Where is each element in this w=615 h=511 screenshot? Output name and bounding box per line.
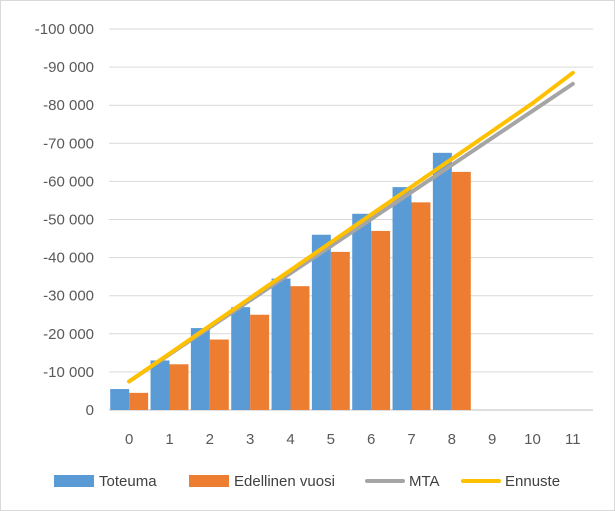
bar-toteuma (271, 278, 291, 410)
bar-toteuma (190, 328, 210, 410)
y-axis-tick-labels: 0 -10 000 -20 000 -30 000 -40 000 -50 000 -60 … (35, 21, 94, 419)
bar-toteuma (352, 213, 372, 410)
bar-edellinen-vuosi (250, 314, 270, 410)
line-ennuste (127, 70, 575, 384)
legend-label-toteuma: Toteuma (99, 473, 157, 490)
x-tick-label: 7 (407, 431, 415, 448)
bar-toteuma (110, 389, 130, 410)
x-tick-label: 10 (524, 431, 541, 448)
legend: Toteuma Edellinen vuosi MTA Ennuste (54, 473, 560, 490)
x-tick-label: 8 (448, 431, 456, 448)
bar-edellinen-vuosi (411, 202, 431, 410)
bar-toteuma (231, 307, 251, 410)
legend-swatch-edellinen-vuosi (189, 475, 229, 487)
bar-edellinen-vuosi (129, 392, 149, 410)
y-tick-label: -30 000 (43, 288, 94, 305)
x-tick-label: 1 (165, 431, 173, 448)
legend-label-edellinen-vuosi: Edellinen vuosi (234, 473, 335, 490)
y-tick-label: 0 (86, 402, 94, 419)
y-tick-label: -70 000 (43, 135, 94, 152)
x-tick-label: 3 (246, 431, 254, 448)
bar-edellinen-vuosi (169, 364, 189, 410)
bar-toteuma (150, 360, 170, 410)
x-tick-label: 11 (565, 431, 581, 448)
x-tick-label: 9 (488, 431, 496, 448)
x-axis-tick-labels: 0 1 2 3 4 5 6 7 8 9 10 11 (125, 431, 581, 448)
x-tick-label: 0 (125, 431, 133, 448)
bar-toteuma (432, 152, 452, 410)
y-tick-label: -60 000 (43, 173, 94, 190)
legend-label-ennuste: Ennuste (505, 473, 560, 490)
y-tick-label: -100 000 (35, 21, 94, 38)
y-tick-label: -80 000 (43, 97, 94, 114)
x-tick-label: 5 (327, 431, 335, 448)
bar-edellinen-vuosi (330, 251, 350, 410)
legend-swatch-toteuma (54, 475, 94, 487)
y-tick-label: -90 000 (43, 59, 94, 76)
bar-toteuma (392, 187, 412, 410)
y-tick-label: -10 000 (43, 364, 94, 381)
gridlines (109, 28, 593, 411)
x-tick-label: 2 (206, 431, 214, 448)
x-tick-label: 4 (286, 431, 294, 448)
y-tick-label: -20 000 (43, 326, 94, 343)
y-tick-label: -40 000 (43, 250, 94, 267)
y-tick-label: -50 000 (43, 212, 94, 229)
bar-edellinen-vuosi (209, 339, 229, 410)
bar-toteuma (311, 234, 331, 410)
x-tick-label: 6 (367, 431, 375, 448)
bars (110, 152, 471, 410)
bar-edellinen-vuosi (290, 286, 310, 410)
bar-edellinen-vuosi (451, 171, 471, 410)
bar-edellinen-vuosi (371, 230, 391, 410)
lines (127, 70, 575, 384)
legend-label-mta: MTA (409, 473, 440, 490)
